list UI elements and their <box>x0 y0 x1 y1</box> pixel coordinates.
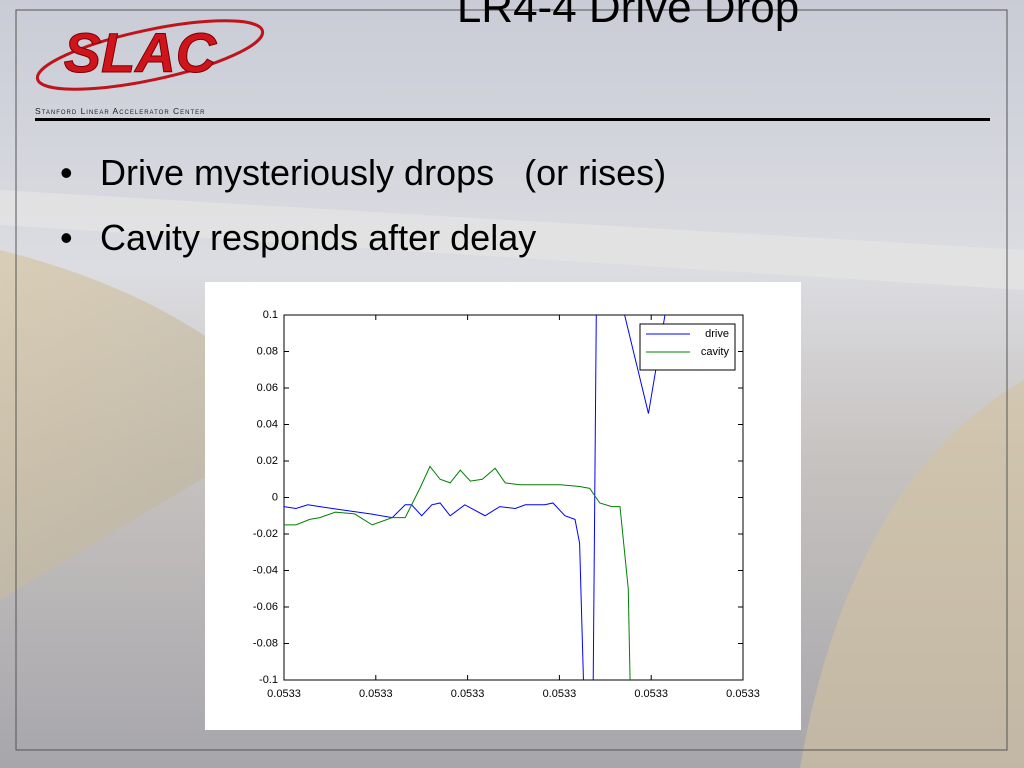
legend-box <box>639 323 736 371</box>
y-tick-label: 0.08 <box>257 345 278 357</box>
x-tick-label: 0.0533 <box>543 688 577 700</box>
y-tick-label: 0.04 <box>257 418 278 430</box>
logo: SLAC Stanford Linear Accelerator Center <box>35 19 265 116</box>
y-tick-label: 0 <box>272 491 278 503</box>
y-tick-label: -0.08 <box>253 637 278 649</box>
slide-title: LR4-4 Drive Drop <box>457 0 799 32</box>
y-tick-label: -0.02 <box>253 528 278 540</box>
x-tick-label: 0.0533 <box>726 688 760 700</box>
y-tick-label: -0.06 <box>253 601 278 613</box>
x-tick-label: 0.0533 <box>634 688 668 700</box>
slide-frame <box>15 9 1008 751</box>
plot-lines <box>284 315 666 680</box>
logo-text: SLAC <box>64 21 218 84</box>
y-tick-label: -0.04 <box>253 564 278 576</box>
x-tick-label: 0.0533 <box>359 688 393 700</box>
bullet-dot: • <box>60 217 73 258</box>
line-series <box>284 315 666 680</box>
x-tick-label: 0.0533 <box>267 688 301 700</box>
y-tick-label: 0.06 <box>257 382 278 394</box>
x-tick-label: 0.0533 <box>451 688 485 700</box>
hill <box>800 380 1024 768</box>
y-tick-label: 0.02 <box>257 455 278 467</box>
y-tick-label: 0.1 <box>263 309 278 321</box>
bullet: Drive mysteriously drops (or rises) <box>100 152 666 193</box>
line-series <box>284 465 631 680</box>
chart: 0.1 0.08 0.06 0.04 0.02 0 -0.02 -0.04 -0.06 -0.08… <box>253 309 760 700</box>
legend-label: cavity <box>701 346 730 358</box>
bridge <box>0 190 1024 290</box>
bullet: Cavity responds after delay <box>100 217 536 258</box>
hill <box>0 250 300 600</box>
y-tick-label: -0.1 <box>259 674 278 686</box>
logo-orbit <box>35 19 265 91</box>
header-rule <box>35 118 990 121</box>
legend-label: drive <box>705 328 729 340</box>
legend: drive cavity <box>639 323 736 371</box>
logo-subtitle: Stanford Linear Accelerator Center <box>35 106 206 116</box>
bullet-dot: • <box>60 152 73 193</box>
